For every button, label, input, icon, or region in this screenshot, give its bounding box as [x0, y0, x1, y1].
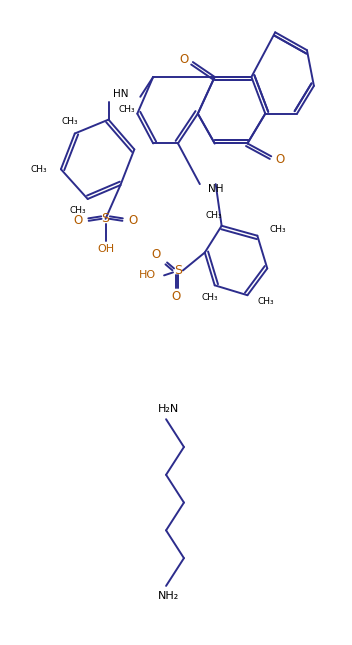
- Text: NH: NH: [208, 184, 223, 194]
- Text: O: O: [179, 53, 189, 66]
- Text: H₂N: H₂N: [157, 404, 179, 414]
- Text: CH₃: CH₃: [205, 212, 222, 221]
- Text: HN: HN: [113, 89, 128, 99]
- Text: CH₃: CH₃: [269, 225, 286, 234]
- Text: S: S: [174, 264, 182, 277]
- Text: O: O: [73, 214, 82, 227]
- Text: O: O: [171, 290, 181, 303]
- Text: CH₃: CH₃: [257, 297, 274, 306]
- Text: HO: HO: [139, 270, 156, 281]
- Text: CH₃: CH₃: [119, 105, 135, 114]
- Text: NH₂: NH₂: [157, 591, 179, 601]
- Text: CH₃: CH₃: [30, 164, 47, 174]
- Text: CH₃: CH₃: [62, 117, 78, 126]
- Text: S: S: [102, 212, 109, 225]
- Text: O: O: [129, 214, 138, 227]
- Text: O: O: [276, 153, 285, 166]
- Text: CH₃: CH₃: [69, 206, 86, 215]
- Text: CH₃: CH₃: [201, 293, 218, 302]
- Text: OH: OH: [97, 244, 114, 253]
- Text: O: O: [151, 248, 161, 261]
